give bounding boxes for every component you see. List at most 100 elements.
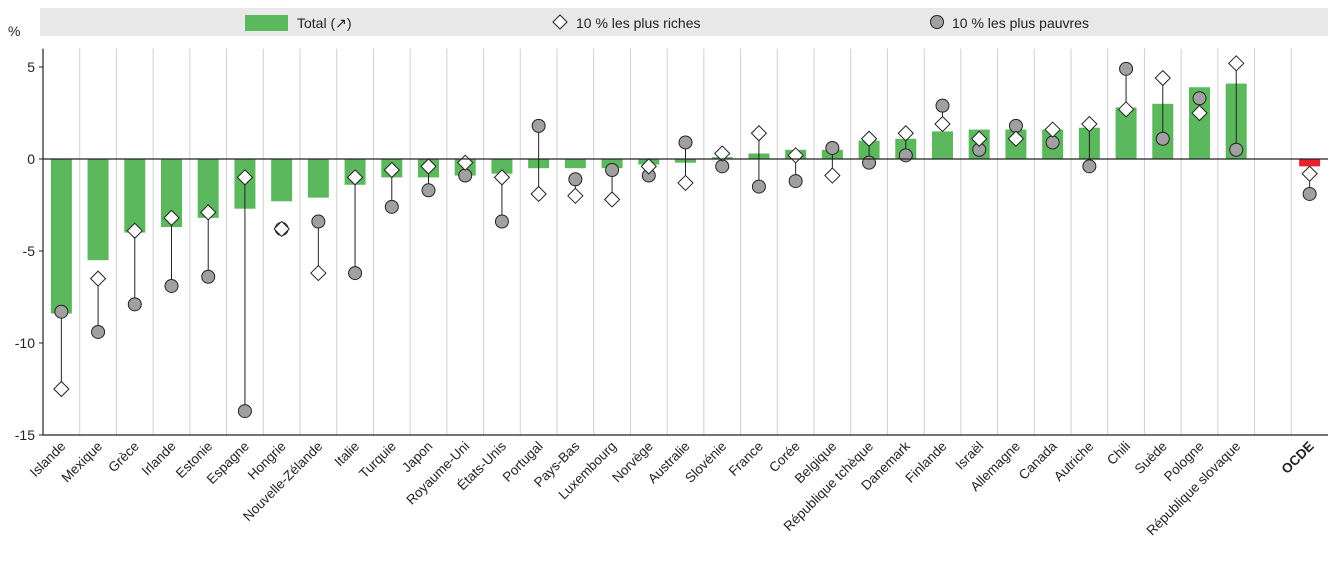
legend-poorest-label: 10 % les plus pauvres	[952, 15, 1089, 31]
bar-total	[932, 131, 953, 159]
richest-marker	[714, 145, 731, 162]
richest-marker	[1228, 55, 1245, 72]
poorest-marker	[1045, 135, 1060, 150]
poorest-marker	[237, 404, 252, 419]
poorest-marker	[898, 148, 913, 163]
grid	[79, 48, 1292, 435]
bar-total	[197, 159, 219, 218]
poorest-marker	[348, 266, 363, 281]
markers	[53, 55, 1318, 419]
richest-marker	[236, 169, 254, 186]
y-tick-label: 0	[27, 151, 35, 167]
richest-marker	[420, 158, 437, 175]
legend-total-label: Total (↗)	[297, 15, 352, 31]
richest-marker	[1117, 101, 1135, 118]
bar-total	[161, 159, 182, 228]
richest-marker	[1301, 165, 1318, 182]
bar-total	[87, 159, 109, 261]
poorest-marker	[1082, 159, 1097, 174]
poorest-marker	[201, 269, 216, 284]
category-label: Israël	[952, 439, 986, 473]
poorest-marker	[531, 118, 546, 133]
richest-marker	[640, 158, 657, 175]
richest-marker	[1191, 104, 1208, 122]
bar-total	[271, 159, 293, 202]
richest-marker	[273, 220, 290, 238]
richest-marker	[200, 204, 217, 221]
poorest-marker	[1229, 142, 1244, 157]
poorest-marker	[715, 159, 730, 174]
poorest-marker	[678, 135, 693, 150]
poorest-marker	[935, 98, 950, 113]
legend: Total (↗) 10 % les plus riches 10 % les pl…	[245, 14, 1089, 31]
legend-richest-label: 10 % les plus riches	[576, 15, 701, 31]
richest-marker	[897, 125, 914, 142]
richest-marker	[493, 169, 511, 186]
richest-marker	[824, 167, 841, 184]
poorest-marker	[1192, 91, 1207, 106]
bar-total	[1299, 159, 1321, 167]
poorest-marker	[1119, 61, 1134, 76]
poorest-marker	[788, 174, 803, 189]
category-label: Turquie	[356, 439, 399, 482]
category-label: Chili	[1104, 439, 1133, 468]
poorest-marker	[1302, 186, 1317, 201]
richest-marker	[567, 187, 584, 205]
category-label: Irlande	[139, 439, 179, 479]
legend-total-swatch	[245, 15, 288, 31]
richest-marker	[53, 380, 70, 398]
category-label: Grèce	[105, 439, 142, 476]
bar-total	[50, 159, 72, 314]
richest-marker	[89, 270, 107, 287]
poorest-marker	[311, 214, 326, 229]
poorest-marker	[384, 199, 399, 214]
poorest-marker	[862, 155, 877, 170]
y-tick-label: 5	[27, 59, 35, 75]
richest-marker	[1081, 115, 1098, 133]
richest-marker	[860, 130, 878, 147]
poorest-marker	[605, 163, 620, 178]
category-label: Slovénie	[682, 439, 729, 486]
richest-marker	[383, 161, 400, 179]
category-label: Autriche	[1051, 439, 1097, 485]
y-unit-label: %	[8, 23, 20, 39]
bar-total	[491, 159, 513, 174]
legend-circle-icon	[930, 15, 944, 29]
poorest-marker	[164, 278, 179, 293]
poorest-marker	[54, 304, 69, 319]
category-label: Finlande	[902, 439, 949, 486]
richest-marker	[677, 174, 694, 192]
richest-marker	[1154, 69, 1171, 87]
axes: 5 0 -5 -10 -15	[15, 48, 1328, 443]
bar-total	[124, 159, 146, 233]
bar-total	[564, 159, 586, 169]
poorest-marker	[421, 183, 436, 198]
poorest-marker	[458, 168, 473, 183]
y-tick-label: -10	[15, 335, 35, 351]
richest-marker	[163, 209, 180, 227]
richest-marker	[750, 125, 768, 142]
poorest-marker	[91, 324, 106, 339]
poorest-marker	[568, 172, 583, 187]
richest-marker	[934, 115, 951, 133]
category-label: Italie	[331, 439, 362, 470]
richest-marker	[1044, 121, 1061, 138]
richest-marker	[310, 264, 327, 282]
bar-total	[307, 159, 329, 198]
bar-total	[1115, 107, 1137, 159]
category-label: France	[726, 439, 766, 479]
richest-marker	[126, 222, 143, 239]
legend-diamond-icon	[552, 14, 568, 30]
category-label: Mexique	[59, 439, 106, 486]
poorest-marker	[1008, 118, 1023, 133]
y-tick-label: -15	[15, 427, 35, 443]
richest-marker	[971, 130, 988, 147]
richest-marker	[346, 169, 364, 186]
poorest-marker	[751, 179, 766, 194]
poorest-marker	[127, 297, 142, 312]
poorest-marker	[1155, 131, 1170, 146]
y-tick-label: -5	[23, 243, 36, 259]
bars	[50, 83, 1321, 314]
